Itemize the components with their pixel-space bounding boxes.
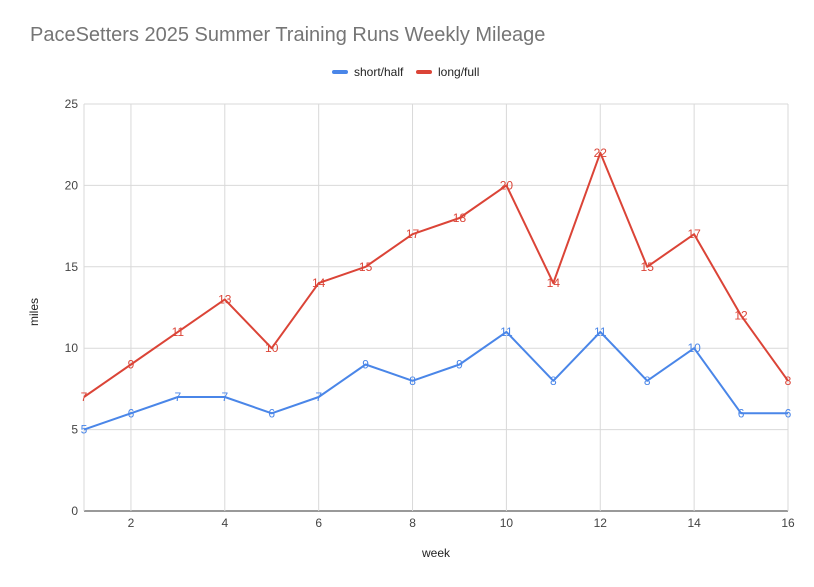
data-label: 7 bbox=[221, 390, 228, 404]
data-label: 8 bbox=[550, 374, 557, 388]
data-label: 11 bbox=[172, 325, 185, 339]
x-axis-ticks: 2 4 6 8 10 12 14 16 bbox=[128, 516, 795, 530]
data-label: 12 bbox=[734, 309, 748, 323]
data-labels: 5 6 7 7 6 7 9 8 9 11 8 11 8 10 6 6 7 9 11 13 10 14 15 17 18 20 14 2… bbox=[81, 146, 792, 437]
series-line bbox=[83, 330, 788, 431]
y-tick-label: 0 bbox=[71, 504, 78, 518]
data-label: 7 bbox=[81, 390, 88, 404]
y-tick-label: 10 bbox=[65, 341, 79, 355]
y-tick-label: 5 bbox=[71, 423, 78, 437]
data-label: 20 bbox=[500, 178, 514, 192]
x-tick-label: 4 bbox=[221, 516, 228, 530]
x-tick-label: 14 bbox=[687, 516, 701, 530]
data-label: 15 bbox=[359, 260, 373, 274]
x-tick-label: 2 bbox=[128, 516, 135, 530]
data-label: 18 bbox=[453, 211, 467, 225]
gridlines bbox=[83, 103, 789, 512]
data-label: 11 bbox=[500, 325, 513, 339]
data-label: 8 bbox=[785, 374, 792, 388]
y-axis-label: miles bbox=[27, 298, 41, 326]
data-label: 5 bbox=[81, 423, 88, 437]
x-tick-label: 16 bbox=[781, 516, 795, 530]
data-label: 22 bbox=[594, 146, 608, 160]
legend-label: long/full bbox=[438, 65, 479, 79]
legend-label: short/half bbox=[354, 65, 404, 79]
data-label: 9 bbox=[362, 357, 369, 371]
data-label: 6 bbox=[268, 406, 275, 420]
y-tick-label: 15 bbox=[65, 260, 79, 274]
data-label: 6 bbox=[738, 406, 745, 420]
x-axis-label: week bbox=[421, 546, 451, 560]
data-label: 15 bbox=[641, 260, 655, 274]
y-tick-label: 25 bbox=[65, 97, 79, 111]
data-label: 7 bbox=[315, 390, 322, 404]
data-label: 14 bbox=[547, 276, 561, 290]
x-tick-label: 12 bbox=[594, 516, 608, 530]
data-label: 8 bbox=[409, 374, 416, 388]
data-label: 14 bbox=[312, 276, 326, 290]
x-tick-label: 10 bbox=[500, 516, 514, 530]
data-label: 9 bbox=[128, 357, 135, 371]
chart-title: PaceSetters 2025 Summer Training Runs We… bbox=[30, 24, 546, 46]
data-label: 7 bbox=[175, 390, 182, 404]
data-label: 8 bbox=[644, 374, 651, 388]
data-label: 17 bbox=[406, 227, 420, 241]
series-layer bbox=[83, 151, 789, 431]
x-tick-label: 8 bbox=[409, 516, 416, 530]
data-label: 11 bbox=[594, 325, 607, 339]
data-label: 10 bbox=[687, 341, 701, 355]
series-line bbox=[83, 151, 789, 398]
data-label: 10 bbox=[265, 341, 279, 355]
data-label: 17 bbox=[687, 227, 701, 241]
data-label: 6 bbox=[128, 406, 135, 420]
x-tick-label: 6 bbox=[315, 516, 322, 530]
y-tick-label: 20 bbox=[65, 178, 79, 192]
data-label: 9 bbox=[456, 357, 463, 371]
legend: short/half long/full bbox=[332, 65, 479, 79]
y-axis-ticks: 0 5 10 15 20 25 bbox=[65, 97, 79, 518]
data-label: 13 bbox=[218, 292, 232, 306]
data-label: 6 bbox=[785, 406, 792, 420]
